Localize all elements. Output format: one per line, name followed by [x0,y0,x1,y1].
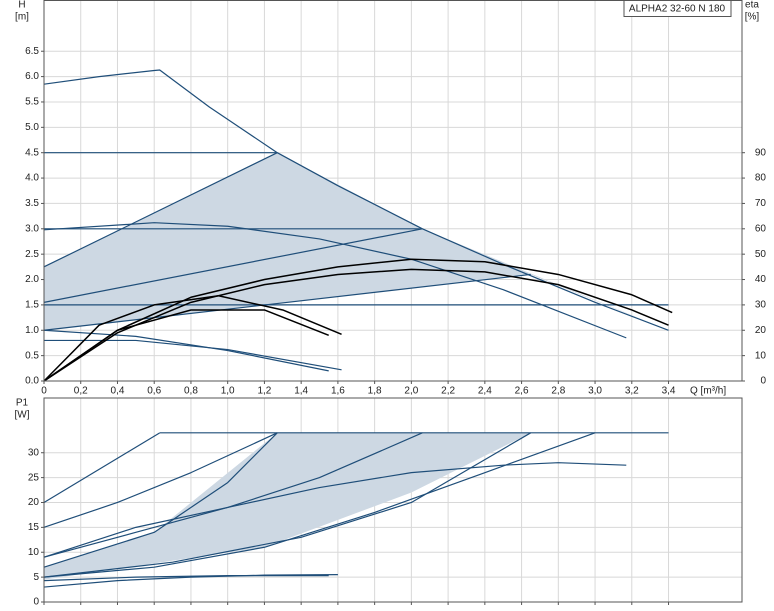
curve [43,69,669,331]
y-tick-label: 5 [33,572,39,583]
x-tick-label: 1,4 [294,386,308,397]
x-tick-label: 1,6 [331,386,345,397]
panel: 0 0,2 0,4 0,6 0,8 1,0 1,2 1,4 1,6 1,8 2,0 2,2 2,4 2,6… [25,0,767,397]
x-tick-label: 3,4 [662,386,676,397]
curve [43,432,161,504]
y2-tick-label: 10 [755,350,767,361]
y-tick-label: 2.0 [25,274,39,285]
x-tick-label: 0,6 [147,386,161,397]
efficiency-curve [43,268,669,382]
x-tick-label: 1,2 [257,386,271,397]
x-tick-label: 2,2 [441,386,455,397]
x-tick-label: 3,0 [588,386,602,397]
x-tick-label: 0,8 [184,386,198,397]
y-tick-label: 6.5 [25,46,39,57]
curve [43,432,278,528]
curve [43,432,596,578]
curve [43,273,531,331]
curve [43,462,627,558]
x-tick-label: 0,2 [74,386,88,397]
panel: 0 5 10 15 20 25 30 [28,397,743,608]
y-tick-label: 0 [33,597,39,608]
y-tick-label: 0.0 [25,376,39,387]
y-tick-label: 25 [28,472,40,483]
x-tick-label: 2,4 [478,386,492,397]
x-tick-label: 1,0 [221,386,235,397]
x-label: Q [m³/h] [690,386,726,397]
curve [43,222,627,339]
y-tick-label: 10 [28,547,40,558]
y-unit: [m] [15,12,29,23]
curve [43,432,532,578]
y-tick-label: 4.0 [25,173,39,184]
curve [43,228,423,303]
y2-label: eta [745,0,759,11]
x-tick-label: 2,0 [404,386,418,397]
y-tick-label: 15 [28,522,40,533]
y-tick-label: 1.0 [25,325,39,336]
y2-tick-label: 50 [755,249,767,260]
x-tick-label: 2,6 [515,386,529,397]
y-tick-label: 20 [28,497,40,508]
chart-title: ALPHA2 32-60 N 180 [629,4,726,15]
x-tick-label: 3,2 [625,386,639,397]
y2-tick-label: 80 [755,173,767,184]
y2-tick-label: 30 [755,300,767,311]
x-tick-label: 0,4 [111,386,125,397]
curve [43,575,329,582]
y-tick-label: 5.0 [25,122,39,133]
y2-unit: [%] [745,12,760,23]
y-tick-label: 3.5 [25,198,39,209]
efficiency-curve [43,295,342,382]
plot-frame [43,0,743,382]
y-tick-label: 2.5 [25,249,39,260]
y-tick-label: 6.0 [25,71,39,82]
operating-area [44,432,531,580]
y2-tick-label: 90 [755,147,767,158]
y2-tick-label: 20 [755,325,767,336]
y-tick-label: 4.5 [25,147,39,158]
x-tick-label: 2,8 [551,386,565,397]
y-tick-label: 1.5 [25,300,39,311]
y-tick-label: 0.5 [25,350,39,361]
y-tick-label: 3.0 [25,223,39,234]
x-tick-label: 1,8 [368,386,382,397]
x-tick-label: 0 [41,386,47,397]
plot-frame [43,397,743,603]
curve [43,329,329,372]
y-label: P1 [16,398,29,409]
y2-tick-label: 0 [760,376,766,387]
efficiency-curve [43,258,673,382]
y-unit: [W] [15,410,30,421]
efficiency-curve [43,309,329,382]
y2-tick-label: 60 [755,223,767,234]
curve [43,574,338,588]
y-tick-label: 5.5 [25,97,39,108]
y2-tick-label: 40 [755,274,767,285]
title-box [623,0,732,17]
y2-tick-label: 70 [755,198,767,209]
y-tick-label: 30 [28,447,40,458]
curve [44,339,342,371]
y-label: H [18,0,25,11]
curve [43,432,278,568]
curve [43,152,278,268]
